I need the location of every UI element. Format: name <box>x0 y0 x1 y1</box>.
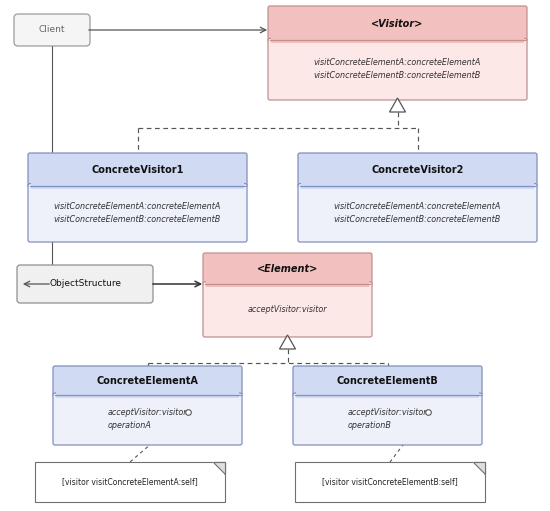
Polygon shape <box>279 335 295 349</box>
Polygon shape <box>213 462 225 474</box>
FancyBboxPatch shape <box>298 183 537 242</box>
Text: <Element>: <Element> <box>257 264 318 274</box>
Text: ConcreteVisitor1: ConcreteVisitor1 <box>91 165 184 175</box>
Bar <box>296 392 479 398</box>
Text: visitConcreteElementA:concreteElementA
visitConcreteElementB:concreteElementB: visitConcreteElementA:concreteElementA v… <box>314 58 481 80</box>
FancyBboxPatch shape <box>53 366 242 397</box>
FancyBboxPatch shape <box>203 282 372 337</box>
Bar <box>206 281 369 287</box>
Text: visitConcreteElementA:concreteElementA
visitConcreteElementB:concreteElementB: visitConcreteElementA:concreteElementA v… <box>54 202 221 223</box>
FancyBboxPatch shape <box>298 153 537 188</box>
FancyBboxPatch shape <box>28 183 247 242</box>
Bar <box>271 37 524 43</box>
Bar <box>271 37 524 43</box>
Text: ObjectStructure: ObjectStructure <box>49 280 121 289</box>
Text: ConcreteElementA: ConcreteElementA <box>97 377 199 386</box>
FancyBboxPatch shape <box>268 6 527 42</box>
Bar <box>56 392 239 398</box>
FancyBboxPatch shape <box>203 253 372 286</box>
Text: [visitor visitConcreteElementB:self]: [visitor visitConcreteElementB:self] <box>322 477 458 486</box>
Text: ConcreteVisitor2: ConcreteVisitor2 <box>371 165 464 175</box>
Polygon shape <box>389 98 405 112</box>
Bar <box>295 462 485 502</box>
Bar <box>35 462 225 502</box>
Text: [visitor visitConcreteElementA:self]: [visitor visitConcreteElementA:self] <box>62 477 198 486</box>
Polygon shape <box>213 462 225 474</box>
Bar <box>213 462 225 474</box>
Bar <box>301 182 534 189</box>
Bar <box>301 182 534 189</box>
Bar <box>296 392 479 398</box>
Text: acceptVisitor:visitor
operationA: acceptVisitor:visitor operationA <box>108 408 187 430</box>
FancyBboxPatch shape <box>268 38 527 100</box>
Polygon shape <box>473 462 485 474</box>
Polygon shape <box>473 462 485 474</box>
Text: Client: Client <box>39 26 65 35</box>
FancyBboxPatch shape <box>14 14 90 46</box>
Text: acceptVisitor:visitor: acceptVisitor:visitor <box>248 305 327 314</box>
Bar <box>31 182 244 189</box>
Text: ConcreteElementB: ConcreteElementB <box>337 377 438 386</box>
Text: visitConcreteElementA:concreteElementA
visitConcreteElementB:concreteElementB: visitConcreteElementA:concreteElementA v… <box>334 202 501 223</box>
FancyBboxPatch shape <box>28 153 247 188</box>
FancyBboxPatch shape <box>53 393 242 445</box>
Bar <box>473 462 485 474</box>
Bar <box>206 281 369 287</box>
Bar <box>31 182 244 189</box>
FancyBboxPatch shape <box>17 265 153 303</box>
FancyBboxPatch shape <box>293 393 482 445</box>
FancyBboxPatch shape <box>293 366 482 397</box>
Text: acceptVisitor:visitor
operationB: acceptVisitor:visitor operationB <box>348 408 427 430</box>
Bar <box>56 392 239 398</box>
Text: <Visitor>: <Visitor> <box>371 19 424 29</box>
